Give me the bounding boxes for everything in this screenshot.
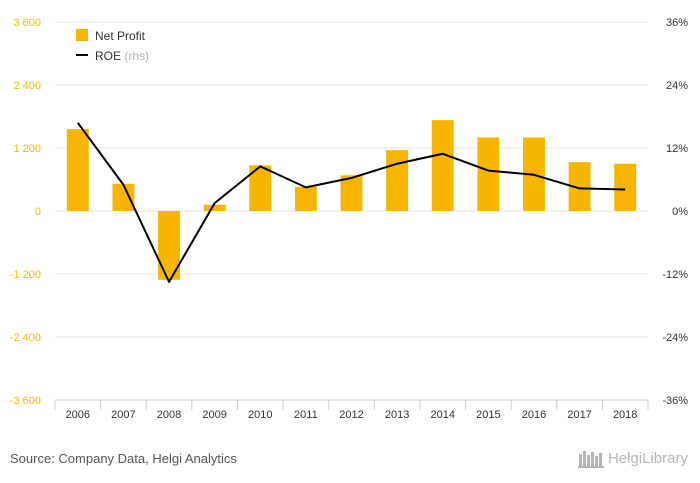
x-tick-label: 2006 bbox=[66, 409, 90, 421]
net-profit-bar bbox=[203, 204, 226, 211]
net-profit-bar bbox=[477, 137, 500, 211]
roe-line bbox=[77, 122, 626, 283]
x-tick-label: 2017 bbox=[567, 409, 591, 421]
y-left-tick-label: -1 200 bbox=[10, 269, 41, 281]
net-profit-bar bbox=[431, 120, 454, 211]
net-profit-bar bbox=[568, 162, 591, 211]
x-tick-label: 2010 bbox=[248, 409, 272, 421]
x-tick-label: 2018 bbox=[613, 409, 637, 421]
chart-background bbox=[0, 0, 700, 440]
net-profit-bar bbox=[386, 150, 409, 211]
x-tick-label: 2014 bbox=[430, 409, 454, 421]
y-right-tick-label: -36% bbox=[662, 395, 688, 407]
brand-name: HelgiLibrary bbox=[607, 449, 688, 467]
net-profit-bar bbox=[249, 165, 272, 211]
legend: Net Profit ROE (rhs) bbox=[76, 29, 149, 63]
y-left-tick-label: 2 400 bbox=[13, 80, 41, 92]
legend-swatch-net-profit bbox=[76, 29, 88, 41]
net-profit-bar bbox=[294, 186, 317, 211]
combo-chart: 3 600 36% 2 400 24% 1 200 12% 0 0% -1 200 -12% -2 … bbox=[0, 0, 700, 440]
net-profit-bar bbox=[158, 211, 180, 280]
y-right-tick-label: 12% bbox=[666, 143, 688, 155]
net-profit-bar bbox=[614, 163, 637, 211]
y-right-tick-label: -12% bbox=[662, 269, 688, 281]
x-tick-label: 2015 bbox=[476, 409, 500, 421]
legend-suffix-rhs: (rhs) bbox=[121, 49, 149, 63]
y-right-tick-label: 24% bbox=[666, 80, 688, 92]
y-left-tick-label: -3 600 bbox=[10, 395, 41, 407]
x-tick-label: 2012 bbox=[339, 409, 363, 421]
net-profit-bar bbox=[340, 175, 363, 211]
y-left-tick-label: -2 400 bbox=[10, 332, 41, 344]
x-tick-label: 2013 bbox=[385, 409, 409, 421]
x-tick-label: 2011 bbox=[294, 409, 318, 421]
library-logo-icon bbox=[577, 451, 604, 468]
y-left-tick-label: 1 200 bbox=[13, 143, 41, 155]
y-left-tick-label: 0 bbox=[35, 206, 41, 218]
footer: Source: Company Data, Helgi Analytics He… bbox=[0, 440, 700, 483]
x-tick-label: 2016 bbox=[522, 409, 546, 421]
x-tick-label: 2007 bbox=[111, 409, 135, 421]
x-tick-label: 2008 bbox=[157, 409, 181, 421]
brand-logo[interactable]: HelgiLibrary bbox=[577, 448, 688, 468]
source-text: Source: Company Data, Helgi Analytics bbox=[10, 451, 237, 466]
y-right-tick-label: 36% bbox=[666, 17, 688, 29]
net-profit-bar bbox=[112, 183, 135, 211]
y-right-tick-label: 0% bbox=[672, 206, 688, 218]
net-profit-bar bbox=[66, 129, 89, 211]
y-left-tick-label: 3 600 bbox=[13, 17, 41, 29]
legend-label-net-profit: Net Profit bbox=[95, 29, 146, 43]
y-right-tick-label: -24% bbox=[662, 332, 688, 344]
legend-label-roe: ROE (rhs) bbox=[95, 49, 149, 63]
x-tick-label: 2009 bbox=[202, 409, 226, 421]
chart-area: 3 600 36% 2 400 24% 1 200 12% 0 0% -1 200 -12% -2 … bbox=[0, 0, 700, 440]
